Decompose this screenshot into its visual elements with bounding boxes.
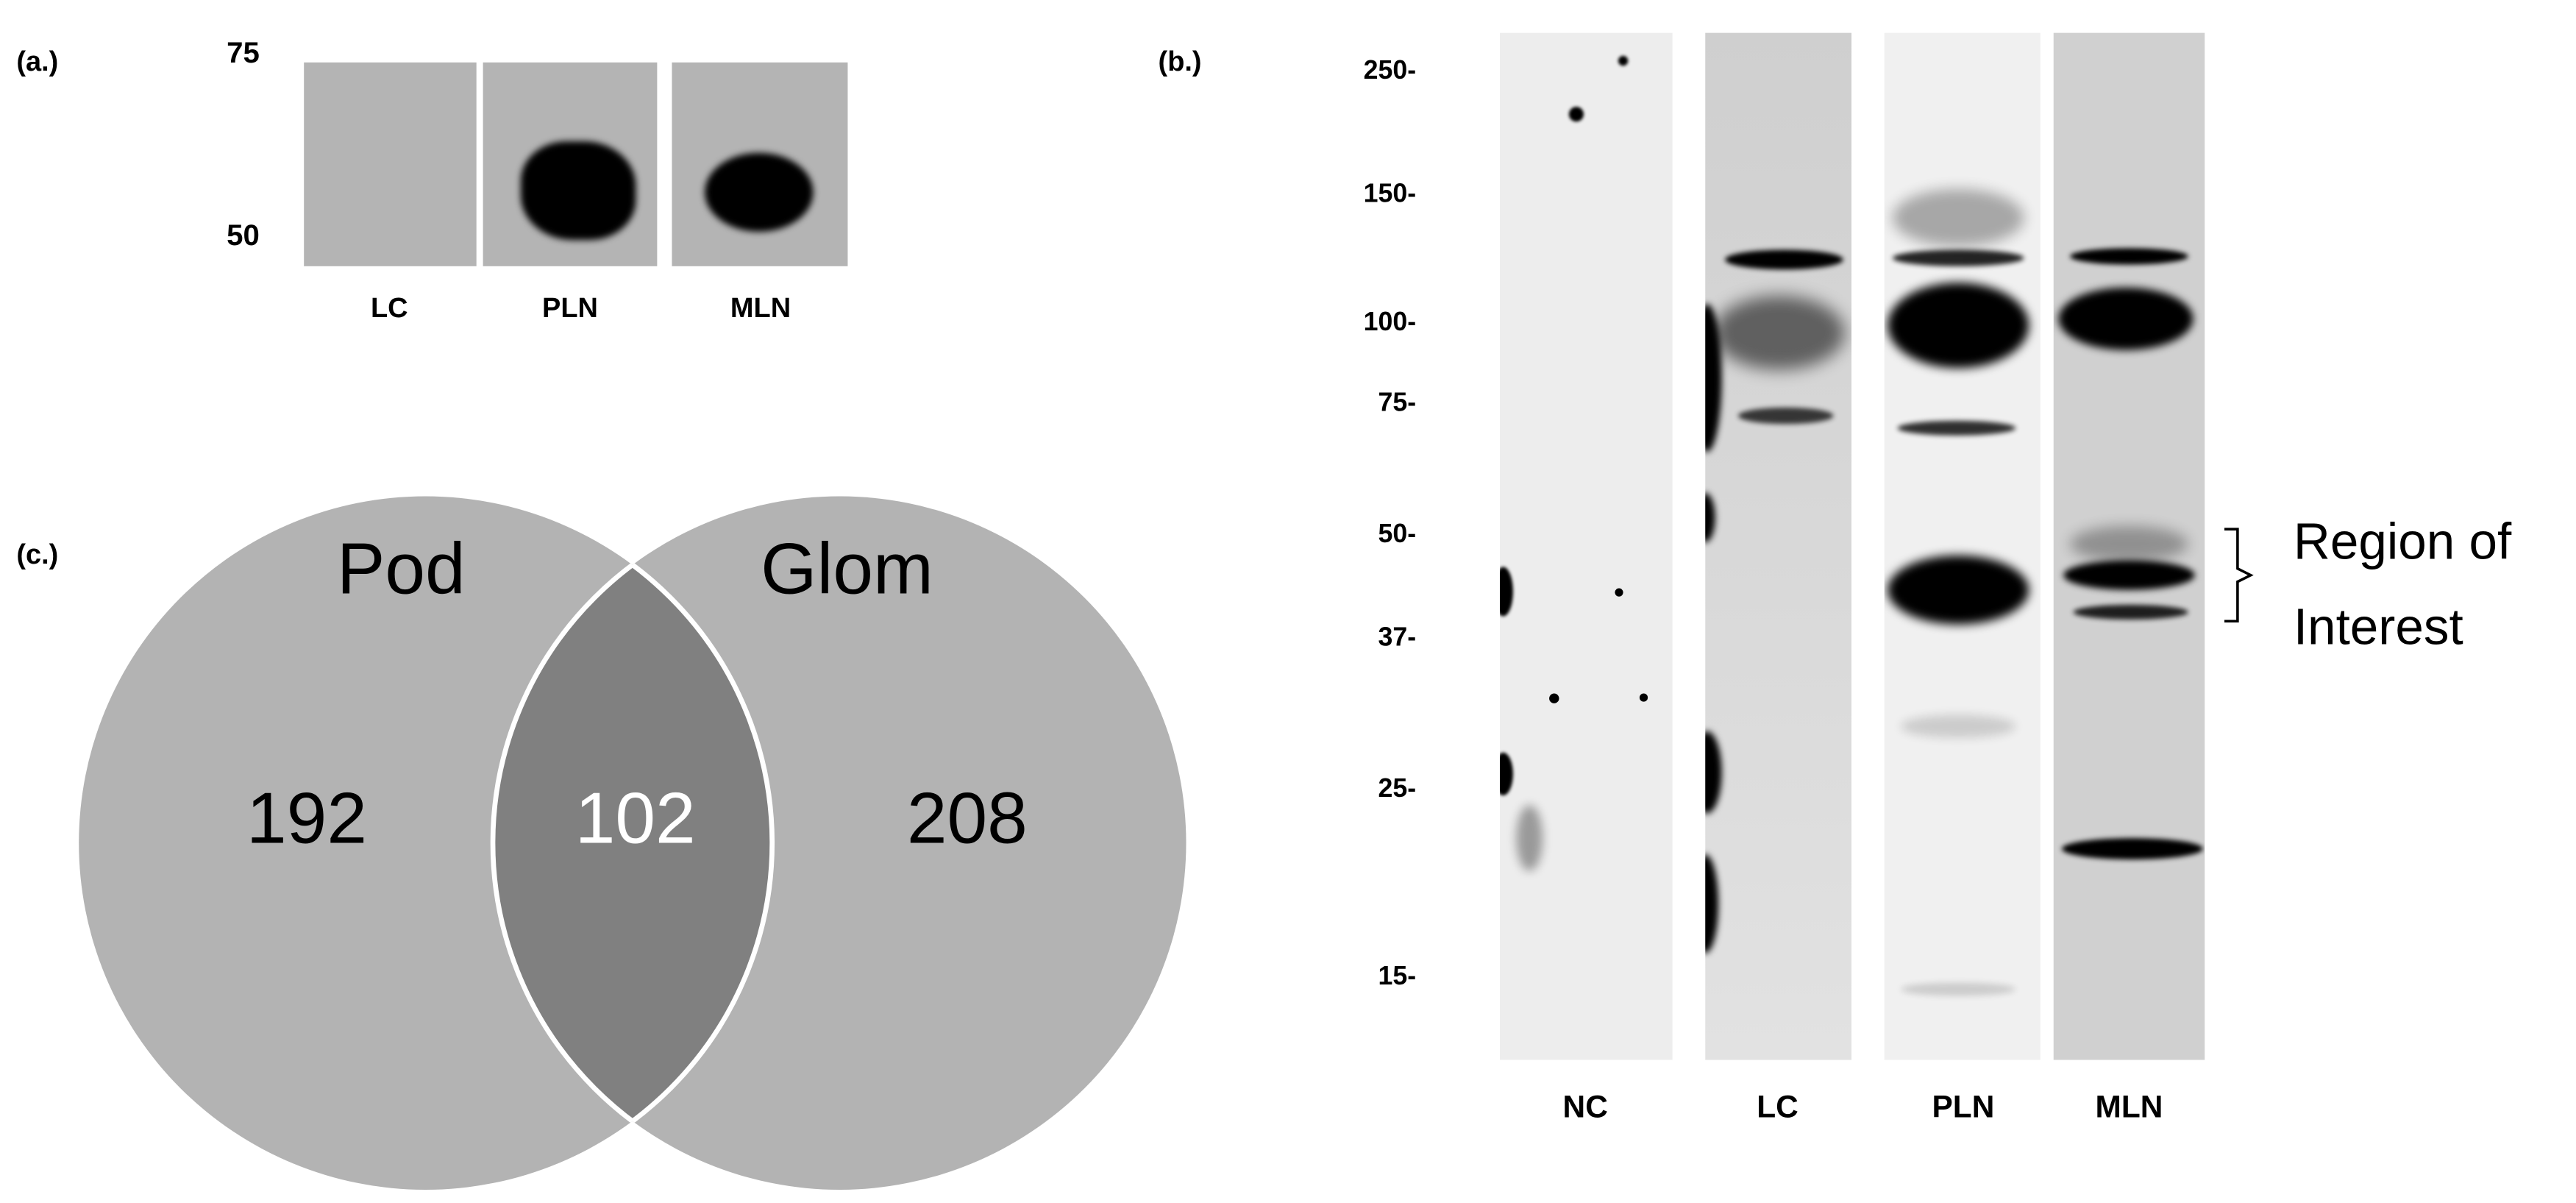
band bbox=[2070, 525, 2188, 562]
panel-b-label: (b.) bbox=[1158, 46, 1202, 77]
band bbox=[1887, 555, 2029, 625]
band bbox=[1887, 283, 2029, 369]
brace-icon bbox=[2224, 528, 2254, 623]
band bbox=[2070, 248, 2188, 265]
spot bbox=[1615, 588, 1623, 597]
marker-75: 75 bbox=[227, 36, 260, 69]
spot bbox=[1500, 567, 1513, 617]
spot bbox=[1549, 693, 1559, 703]
band bbox=[2061, 838, 2203, 860]
marker-100: 100- bbox=[1363, 308, 1417, 337]
venn-count-overlap: 102 bbox=[574, 778, 696, 860]
marker-250: 250- bbox=[1363, 57, 1417, 86]
lane-label-pln: PLN bbox=[542, 292, 598, 324]
band bbox=[1897, 420, 2016, 436]
band bbox=[1713, 296, 1846, 370]
marker-37: 37- bbox=[1378, 624, 1417, 653]
marker-50: 50 bbox=[227, 219, 260, 252]
region-of-interest-line1: Region of bbox=[2293, 512, 2512, 570]
blot-b-lane-mln bbox=[2053, 32, 2205, 1060]
marker-50: 50- bbox=[1378, 520, 1417, 549]
blot-b-lane-lc bbox=[1705, 32, 1852, 1060]
band bbox=[1737, 407, 1834, 425]
lane-label-mln: MLN bbox=[730, 292, 791, 324]
edge-smear bbox=[1705, 493, 1715, 543]
band bbox=[2073, 604, 2188, 620]
marker-75: 75- bbox=[1378, 389, 1417, 418]
panel-c-label: (c.) bbox=[16, 539, 59, 570]
venn-count-pod: 192 bbox=[246, 778, 367, 860]
blot-b-lane-pln bbox=[1884, 32, 2040, 1060]
lane-label-nc: NC bbox=[1562, 1090, 1608, 1126]
band bbox=[1901, 714, 2016, 738]
venn-overlap bbox=[493, 496, 772, 1190]
region-of-interest-line2: Interest bbox=[2293, 597, 2463, 656]
lane-label-lc: LC bbox=[1757, 1090, 1798, 1126]
band bbox=[705, 152, 814, 232]
edge-smear bbox=[1705, 731, 1722, 814]
band bbox=[2058, 287, 2193, 350]
band bbox=[1892, 188, 2024, 247]
band bbox=[2063, 560, 2195, 590]
band bbox=[1892, 249, 2024, 266]
band bbox=[1901, 982, 2016, 996]
blot-a-lane-pln bbox=[483, 62, 658, 266]
lane-label-mln: MLN bbox=[2095, 1090, 2163, 1126]
edge-smear bbox=[1705, 854, 1719, 954]
panel-a-label: (a.) bbox=[16, 46, 59, 77]
spot bbox=[1500, 752, 1513, 795]
marker-25: 25- bbox=[1378, 776, 1417, 804]
venn-diagram bbox=[79, 496, 1186, 1190]
venn-label-glom: Glom bbox=[761, 529, 933, 610]
marker-150: 150- bbox=[1363, 180, 1417, 209]
lane-label-pln: PLN bbox=[1932, 1090, 1995, 1126]
band bbox=[1725, 249, 1843, 270]
lane-label-lc: LC bbox=[370, 292, 408, 324]
venn-label-pod: Pod bbox=[336, 529, 466, 610]
blot-b-lane-nc bbox=[1500, 32, 1673, 1060]
edge-smear bbox=[1705, 304, 1722, 453]
blot-a-lane-mln bbox=[672, 62, 848, 266]
blot-a-lane-lc bbox=[304, 62, 477, 266]
spot bbox=[1568, 107, 1584, 122]
venn-count-glom: 208 bbox=[906, 778, 1028, 860]
spot bbox=[1639, 693, 1648, 702]
band bbox=[520, 141, 636, 241]
marker-15: 15- bbox=[1378, 962, 1417, 991]
spot bbox=[1618, 55, 1629, 66]
smear bbox=[1516, 805, 1543, 871]
